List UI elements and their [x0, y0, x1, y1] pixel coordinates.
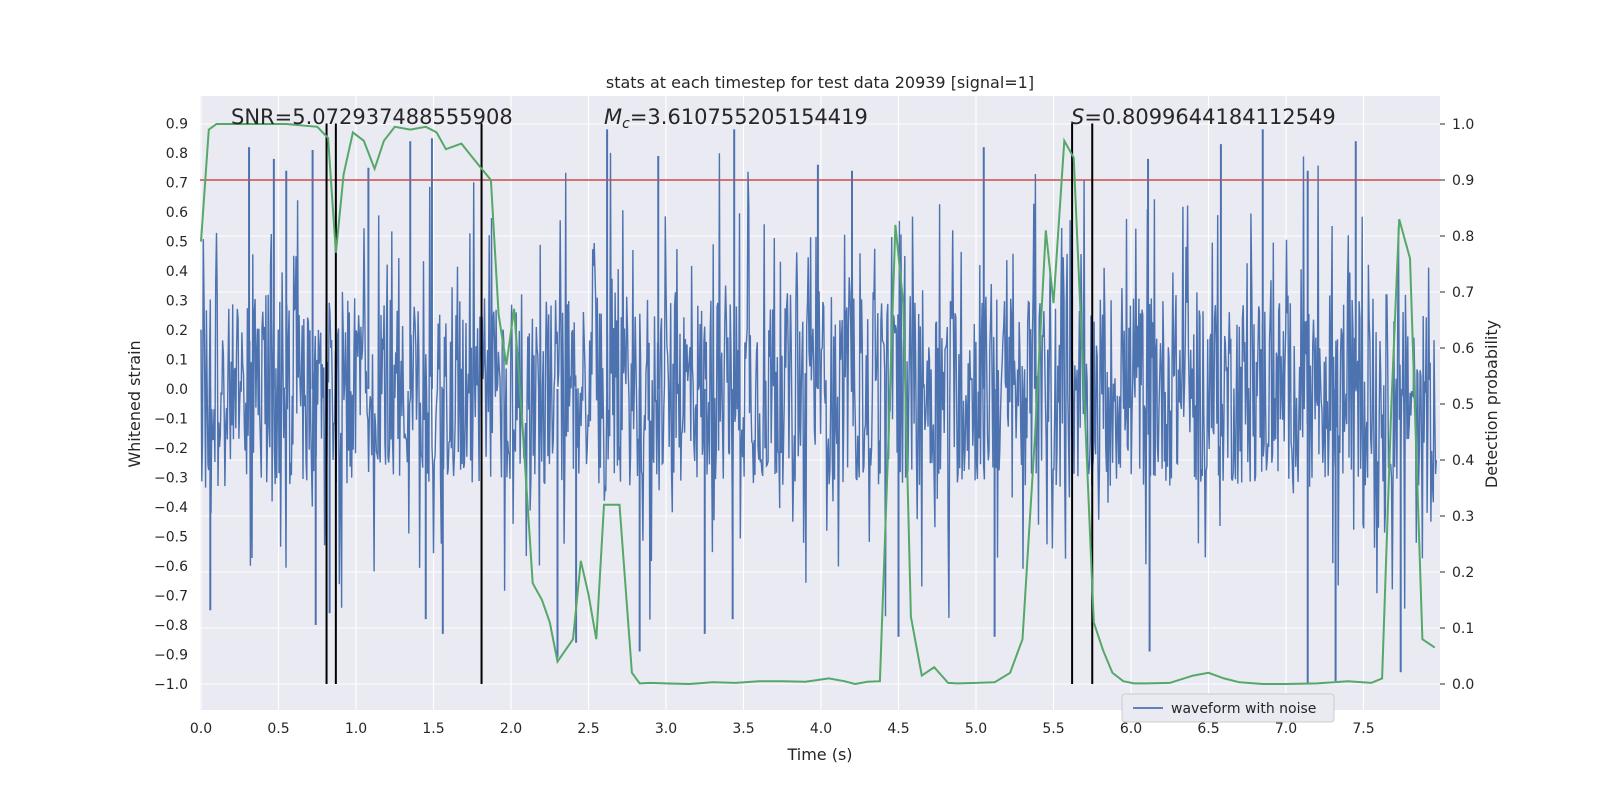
y2-tick-label: 0.7	[1452, 285, 1474, 301]
y-tick-label: 0.2	[166, 323, 188, 339]
s-value: =0.8099644184112549	[1084, 105, 1335, 129]
mc-symbol: M	[604, 105, 622, 129]
y-tick-label: 0.7	[166, 176, 188, 192]
x-tick-label: 1.5	[422, 721, 444, 737]
y-tick-label: 0.0	[166, 382, 188, 398]
x-tick-label: 7.5	[1352, 721, 1374, 737]
y-tick-label: 0.1	[166, 353, 188, 369]
y2-tick-label: 0.5	[1452, 397, 1474, 413]
chirp-mass-annotation: Mc=3.610755205154419	[604, 105, 868, 132]
y-tick-label: 0.3	[166, 294, 188, 310]
y-tick-label: 0.4	[166, 264, 188, 280]
y-tick-label: −0.2	[154, 441, 188, 457]
legend-label: waveform with noise	[1171, 701, 1316, 717]
y2-tick-label: 1.0	[1452, 117, 1474, 133]
x-tick-label: 7.0	[1275, 721, 1297, 737]
s-symbol: S	[1071, 105, 1084, 129]
y-tick-label: −0.4	[154, 500, 188, 516]
y-tick-label: 0.9	[166, 117, 188, 133]
axis-ticks: 0.0 0.5 1.0 1.5 2.0 2.5 3.0 3.5 4.0 4.5 5.0 5.5 6.0 6…	[154, 117, 1474, 738]
y2-tick-label: 0.9	[1452, 173, 1474, 189]
y-tick-label: −0.8	[154, 618, 188, 634]
x-tick-label: 6.0	[1120, 721, 1142, 737]
x-tick-label: 0.0	[190, 721, 212, 737]
vertical-markers	[325, 123, 1094, 684]
x-tick-label: 3.5	[732, 721, 754, 737]
x-tick-label: 5.0	[965, 721, 987, 737]
x-tick-label: 5.5	[1042, 721, 1064, 737]
y2-tick-label: 0.1	[1452, 621, 1474, 637]
y2-axis-label: Detection probability	[1482, 320, 1501, 488]
probability-series	[200, 123, 1436, 686]
y-tick-label: 0.8	[166, 146, 188, 162]
x-tick-label: 0.5	[267, 721, 289, 737]
y-tick-label: 0.5	[166, 235, 188, 251]
x-axis-label: Time (s)	[786, 745, 852, 764]
probability-line	[200, 123, 1436, 686]
snr-annotation: SNR=5.072937488555908	[231, 105, 513, 129]
y-tick-label: −0.3	[154, 471, 188, 487]
y2-tick-label: 0.6	[1452, 341, 1474, 357]
x-tick-label: 4.0	[810, 721, 832, 737]
y2-tick-label: 0.3	[1452, 509, 1474, 525]
x-tick-label: 2.5	[577, 721, 599, 737]
mc-subscript: c	[622, 116, 630, 132]
x-tick-label: 2.0	[500, 721, 522, 737]
y-tick-label: −0.6	[154, 559, 188, 575]
y-tick-label: −0.1	[154, 412, 188, 428]
legend: waveform with noise	[1121, 693, 1335, 723]
y2-tick-label: 0.8	[1452, 229, 1474, 245]
mc-value: =3.610755205154419	[630, 105, 868, 129]
legend-box	[1121, 693, 1335, 723]
x-tick-label: 4.5	[887, 721, 909, 737]
y-tick-label: 0.6	[166, 205, 188, 221]
y2-tick-label: 0.2	[1452, 565, 1474, 581]
s-annotation: S=0.8099644184112549	[1071, 105, 1336, 129]
y-tick-label: −1.0	[154, 677, 188, 693]
y-tick-label: −0.7	[154, 589, 188, 605]
y2-tick-label: 0.4	[1452, 453, 1474, 469]
x-tick-label: 3.0	[655, 721, 677, 737]
x-tick-label: 6.5	[1197, 721, 1219, 737]
y-tick-label: −0.5	[154, 530, 188, 546]
y2-tick-label: 0.0	[1452, 677, 1474, 693]
y-axis-label: Whitened strain	[125, 340, 144, 467]
y-tick-label: −0.9	[154, 648, 188, 664]
chart-title: stats at each timestep for test data 209…	[606, 73, 1034, 92]
x-tick-label: 1.0	[345, 721, 367, 737]
